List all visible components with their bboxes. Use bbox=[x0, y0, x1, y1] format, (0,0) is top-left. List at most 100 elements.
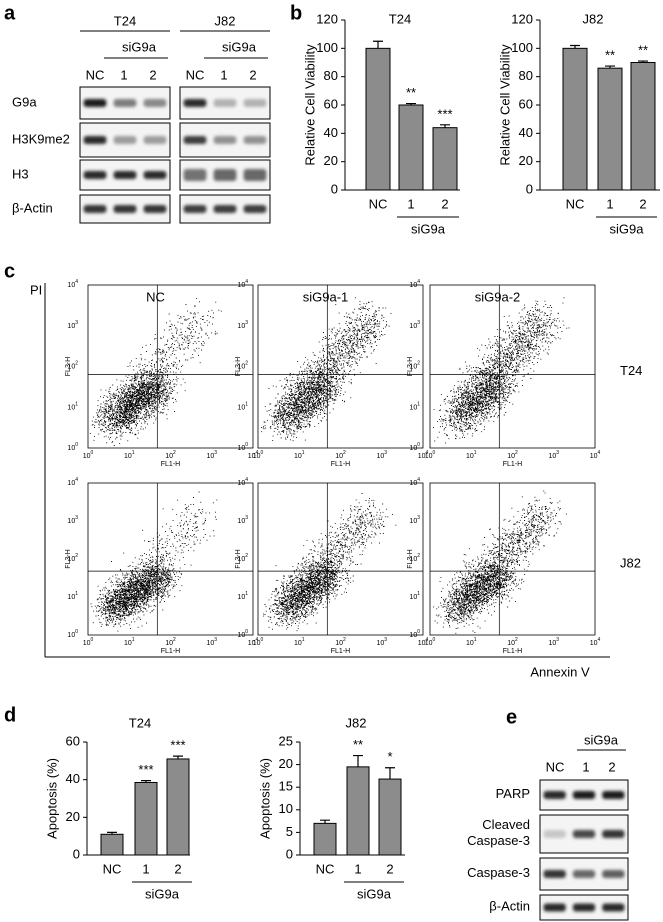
tick-exponent: 3 bbox=[384, 637, 387, 643]
y-tick-label: 80 bbox=[519, 68, 533, 83]
tick-exponent: 2 bbox=[245, 553, 248, 559]
y-tick-label: 101 bbox=[237, 402, 248, 412]
y-tick-label: 100 bbox=[237, 442, 248, 452]
lane-label: 1 bbox=[582, 759, 589, 774]
dot-cloud bbox=[263, 493, 397, 632]
plot-box bbox=[87, 482, 254, 636]
y-tick-label: 0 bbox=[526, 181, 533, 196]
y-tick-label: 20 bbox=[66, 809, 80, 824]
y-tick-label: 102 bbox=[67, 361, 78, 371]
blot-band bbox=[543, 791, 566, 799]
bar bbox=[100, 833, 124, 856]
tick-base: 10 bbox=[548, 640, 556, 647]
lane-label: 1 bbox=[220, 67, 227, 82]
tick-exponent: 0 bbox=[75, 629, 78, 635]
y-tick-label: 104 bbox=[237, 477, 248, 487]
x-tick-label: 102 bbox=[507, 450, 518, 460]
y-tick-label: 101 bbox=[409, 591, 420, 601]
error-bar bbox=[373, 40, 383, 49]
bar bbox=[398, 104, 424, 191]
tick-exponent: 4 bbox=[245, 477, 248, 483]
tick-base: 10 bbox=[67, 518, 75, 525]
blot-band bbox=[602, 791, 625, 799]
x-tick-label: NC bbox=[566, 196, 585, 211]
row-label-line: Cleaved bbox=[482, 817, 530, 832]
tick-exponent: 4 bbox=[598, 450, 601, 456]
y-axis-label: FL3-H bbox=[407, 549, 414, 568]
blot-band bbox=[83, 205, 107, 213]
y-tick-label: 100 bbox=[237, 629, 248, 639]
y-tick-label: 25 bbox=[279, 733, 293, 748]
y-axis-label: Apoptosis (%) bbox=[257, 758, 272, 839]
column-label: siG9a-1 bbox=[303, 289, 349, 304]
y-axis-label: Relative Cell Viability bbox=[497, 44, 512, 166]
x-tick-label: 102 bbox=[335, 637, 346, 647]
x-tick-label: 104 bbox=[418, 450, 429, 460]
chart-title: J82 bbox=[583, 11, 604, 26]
y-tick-label: 104 bbox=[409, 279, 420, 289]
x-tick-label: 103 bbox=[548, 450, 559, 460]
error-bar bbox=[320, 819, 330, 824]
row-label-line: Caspase-3 bbox=[467, 865, 530, 880]
plot-box bbox=[429, 482, 596, 636]
tick-exponent: 0 bbox=[91, 450, 94, 456]
tick-base: 10 bbox=[376, 453, 384, 460]
y-tick-label: 60 bbox=[519, 96, 533, 111]
x-tick-label: 101 bbox=[466, 450, 477, 460]
tick-base: 10 bbox=[237, 556, 245, 563]
y-tick-label: 104 bbox=[67, 279, 78, 289]
y-tick-label: 103 bbox=[237, 515, 248, 525]
bar bbox=[134, 781, 158, 856]
blot-band bbox=[113, 171, 137, 179]
dot-cloud bbox=[433, 490, 567, 634]
blot-band bbox=[243, 205, 267, 213]
error-bar bbox=[353, 754, 363, 767]
tick-exponent: 1 bbox=[302, 450, 305, 456]
tick-base: 10 bbox=[237, 632, 245, 639]
y-tick-label: 103 bbox=[67, 515, 78, 525]
significance: *** bbox=[170, 738, 185, 753]
panel-label: a bbox=[4, 2, 16, 24]
tick-exponent: 4 bbox=[245, 279, 248, 285]
x-tick-label: 1 bbox=[354, 861, 361, 876]
tick-base: 10 bbox=[376, 640, 384, 647]
tick-exponent: 3 bbox=[214, 637, 217, 643]
y-tick-label: 0 bbox=[286, 846, 293, 861]
tick-base: 10 bbox=[409, 556, 417, 563]
x-tick-label: 100 bbox=[253, 450, 264, 460]
x-tick-label: 104 bbox=[248, 450, 259, 460]
tick-base: 10 bbox=[409, 323, 417, 330]
x-title: Annexin V bbox=[530, 664, 590, 679]
tick-base: 10 bbox=[67, 363, 75, 370]
y-tick-label: 100 bbox=[409, 442, 420, 452]
y-tick-label: 20 bbox=[324, 153, 338, 168]
y-tick-label: 10 bbox=[279, 801, 293, 816]
tick-exponent: 2 bbox=[343, 450, 346, 456]
tick-base: 10 bbox=[409, 404, 417, 411]
tick-base: 10 bbox=[507, 640, 515, 647]
row-label: T24 bbox=[620, 363, 642, 378]
tick-exponent: 2 bbox=[245, 361, 248, 367]
tick-exponent: 3 bbox=[245, 515, 248, 521]
group-label: siG9a bbox=[411, 221, 446, 236]
error-bar bbox=[570, 44, 580, 49]
tick-exponent: 0 bbox=[433, 450, 436, 456]
tick-exponent: 0 bbox=[417, 442, 420, 448]
x-tick-label: 100 bbox=[83, 450, 94, 460]
blot-band bbox=[243, 169, 267, 181]
tick-base: 10 bbox=[237, 445, 245, 452]
x-tick-label: 101 bbox=[124, 637, 135, 647]
x-tick-label: 103 bbox=[376, 637, 387, 647]
y-tick-label: 60 bbox=[66, 733, 80, 748]
tick-base: 10 bbox=[409, 594, 417, 601]
y-tick-label: 104 bbox=[237, 279, 248, 289]
blot-band bbox=[543, 830, 566, 838]
y-tick-label: 100 bbox=[511, 40, 533, 55]
tick-base: 10 bbox=[83, 453, 91, 460]
y-tick-label: 100 bbox=[67, 442, 78, 452]
tick-exponent: 3 bbox=[417, 515, 420, 521]
significance: ** bbox=[605, 47, 615, 62]
tick-base: 10 bbox=[425, 640, 433, 647]
y-tick-label: 102 bbox=[409, 361, 420, 371]
tick-exponent: 0 bbox=[261, 637, 264, 643]
